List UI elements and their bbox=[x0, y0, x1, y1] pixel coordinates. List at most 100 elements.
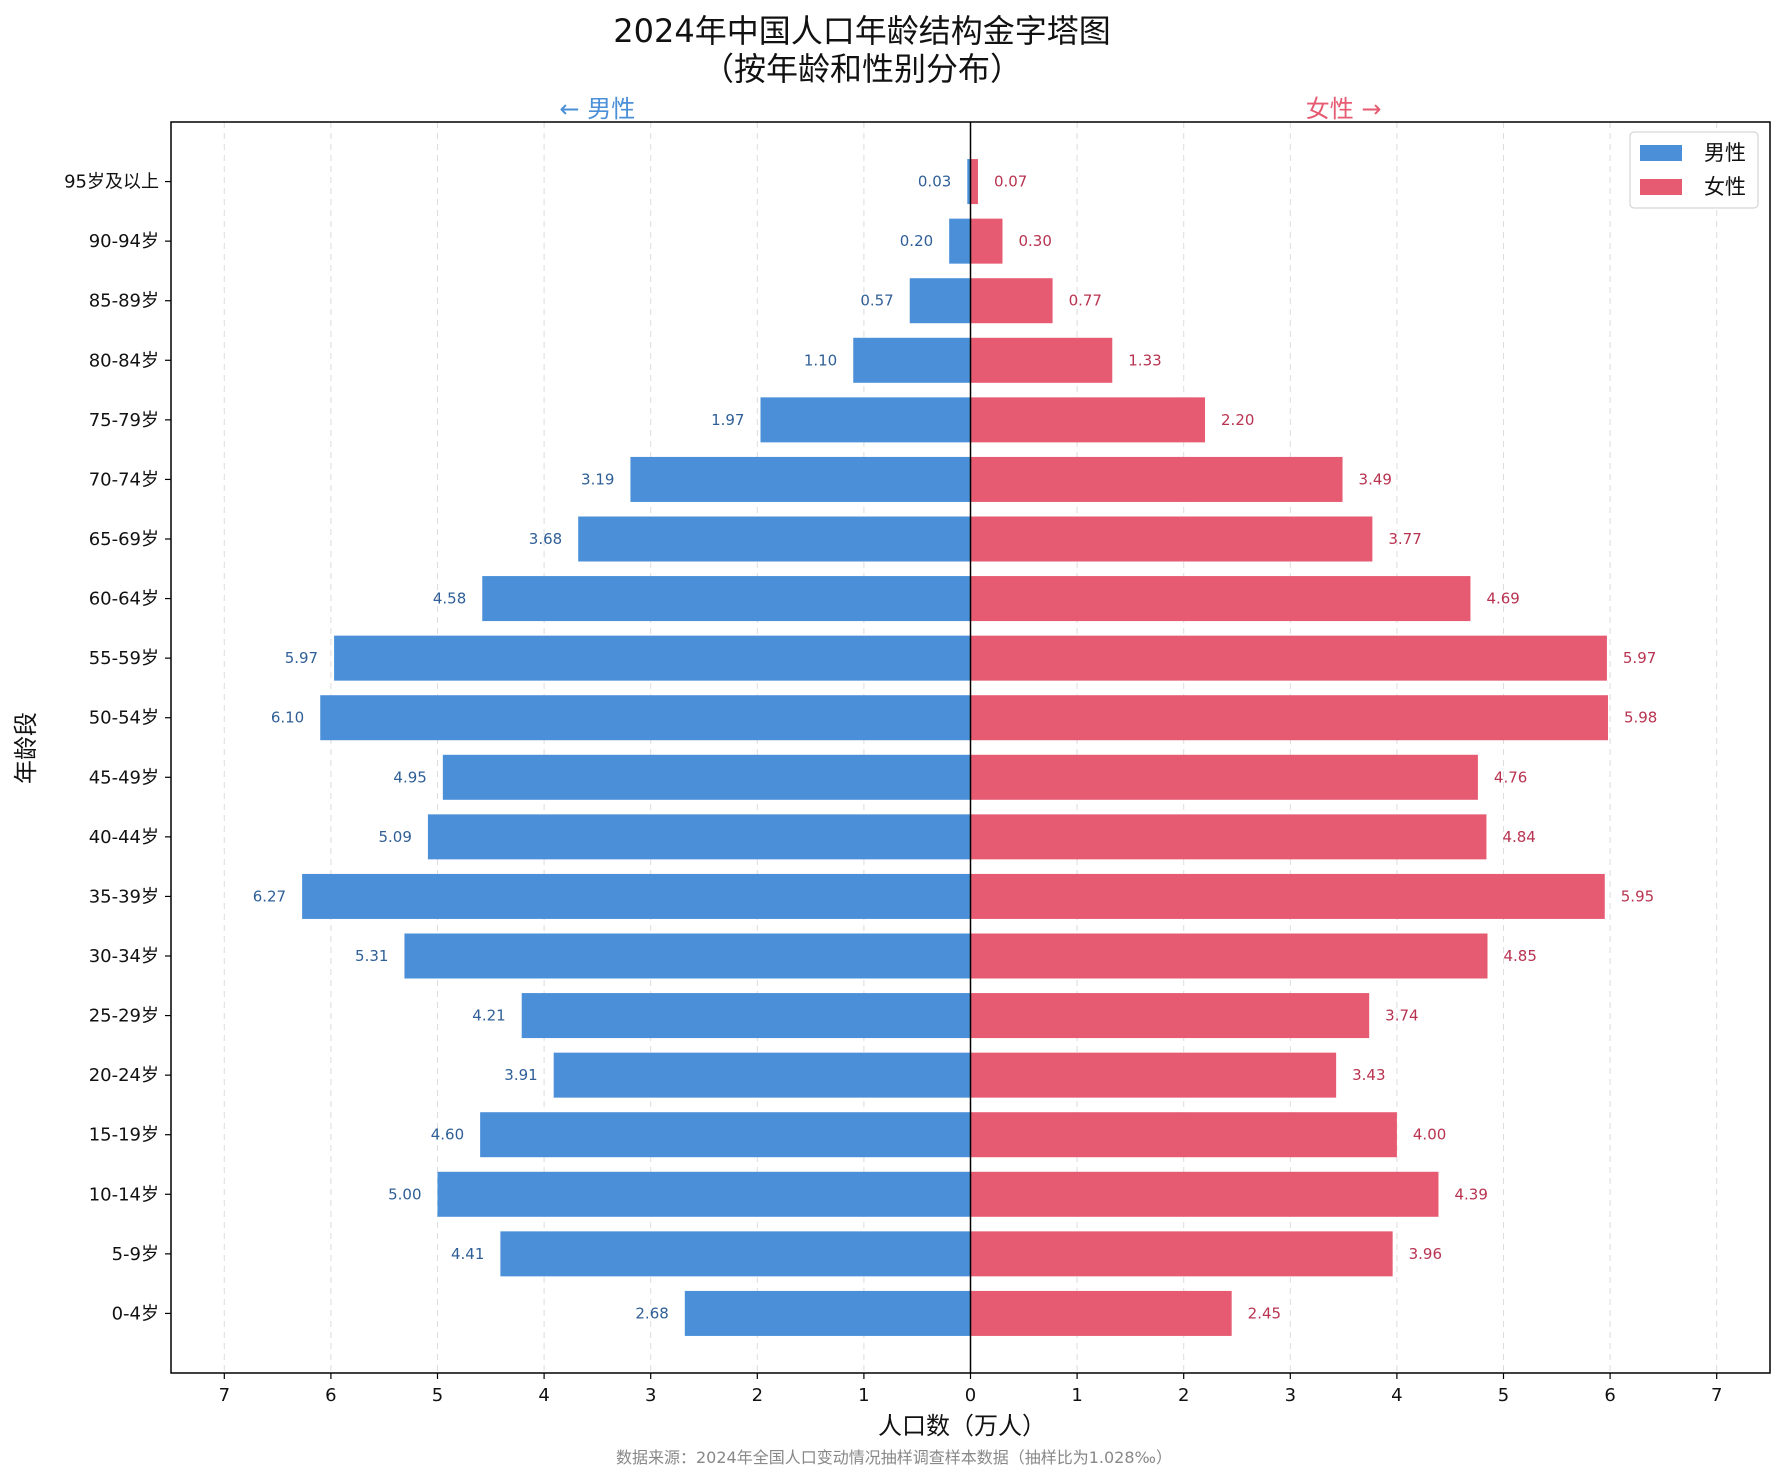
male-bar bbox=[521, 993, 971, 1039]
male-value-label: 1.10 bbox=[804, 351, 837, 369]
female-bar bbox=[970, 873, 1605, 919]
y-tick-label: 80-84岁 bbox=[89, 350, 159, 371]
female-value-label: 3.43 bbox=[1352, 1066, 1385, 1084]
legend-label: 男性 bbox=[1704, 141, 1746, 165]
male-bar bbox=[302, 873, 971, 919]
female-value-label: 2.45 bbox=[1248, 1304, 1281, 1322]
x-tick-label: 2 bbox=[1178, 1385, 1189, 1406]
female-bar bbox=[970, 397, 1206, 443]
female-bar bbox=[970, 814, 1487, 860]
y-tick-label: 65-69岁 bbox=[89, 529, 159, 550]
male-value-label: 4.95 bbox=[393, 768, 426, 786]
male-bar bbox=[482, 576, 971, 622]
female-bar bbox=[970, 159, 978, 205]
female-value-label: 5.95 bbox=[1621, 887, 1654, 905]
female-value-label: 0.30 bbox=[1018, 232, 1051, 250]
male-value-label: 4.58 bbox=[433, 590, 466, 608]
female-value-label: 4.85 bbox=[1504, 947, 1537, 965]
x-tick-label: 2 bbox=[752, 1385, 763, 1406]
male-value-label: 3.68 bbox=[529, 530, 562, 548]
male-value-label: 5.09 bbox=[378, 828, 411, 846]
x-tick-label: 6 bbox=[325, 1385, 336, 1406]
y-tick-label: 50-54岁 bbox=[89, 708, 159, 729]
female-value-label: 2.20 bbox=[1221, 411, 1254, 429]
y-axis-label: 年龄段 bbox=[12, 712, 40, 784]
y-tick-label: 90-94岁 bbox=[89, 231, 159, 252]
male-bar bbox=[442, 754, 971, 800]
male-bar bbox=[500, 1231, 971, 1277]
female-bar bbox=[970, 516, 1373, 562]
female-value-label: 0.07 bbox=[994, 173, 1027, 191]
x-tick-label: 5 bbox=[432, 1385, 443, 1406]
male-bar bbox=[909, 278, 971, 324]
female-bar bbox=[970, 635, 1607, 681]
male-value-label: 5.00 bbox=[388, 1185, 421, 1203]
legend-swatch bbox=[1640, 145, 1682, 161]
male-bar bbox=[967, 159, 971, 205]
y-tick-label: 5-9岁 bbox=[112, 1244, 159, 1265]
x-tick-label: 1 bbox=[1071, 1385, 1082, 1406]
male-value-label: 6.10 bbox=[271, 709, 304, 727]
male-bar bbox=[949, 218, 971, 264]
female-bar bbox=[970, 456, 1343, 502]
male-value-label: 6.27 bbox=[253, 887, 286, 905]
x-tick-label: 3 bbox=[645, 1385, 656, 1406]
female-value-label: 0.77 bbox=[1069, 292, 1102, 310]
female-bar bbox=[970, 337, 1113, 383]
y-tick-label: 35-39岁 bbox=[89, 886, 159, 907]
female-value-label: 4.84 bbox=[1502, 828, 1535, 846]
y-tick-label: 0-4岁 bbox=[112, 1303, 159, 1324]
x-tick-label: 5 bbox=[1498, 1385, 1509, 1406]
x-tick-label: 7 bbox=[1711, 1385, 1722, 1406]
y-tick-label: 20-24岁 bbox=[89, 1065, 159, 1086]
y-tick-label: 30-34岁 bbox=[89, 946, 159, 967]
male-value-label: 5.97 bbox=[285, 649, 318, 667]
male-bar bbox=[320, 695, 971, 741]
male-value-label: 3.19 bbox=[581, 470, 614, 488]
value-labels: 2.68 4.41 5.00 4.60 3.91 4.21 5.31 6.27 5.09 4.95… bbox=[253, 173, 1658, 1323]
female-value-label: 3.77 bbox=[1388, 530, 1421, 548]
male-value-label: 1.97 bbox=[711, 411, 744, 429]
legend-label: 女性 bbox=[1704, 175, 1746, 199]
chart-title-line1: 2024年中国人口年龄结构金字塔图 bbox=[613, 12, 1110, 50]
male-bar bbox=[437, 1171, 971, 1217]
legend-swatch bbox=[1640, 179, 1682, 195]
male-value-label: 5.31 bbox=[355, 947, 388, 965]
y-tick-label: 55-59岁 bbox=[89, 648, 159, 669]
female-value-label: 4.69 bbox=[1486, 590, 1519, 608]
female-bar bbox=[970, 754, 1478, 800]
y-tick-label: 95岁及以上 bbox=[64, 172, 159, 193]
female-value-label: 4.00 bbox=[1413, 1126, 1446, 1144]
male-value-label: 0.03 bbox=[918, 173, 951, 191]
male-value-label: 0.20 bbox=[900, 232, 933, 250]
male-bar bbox=[578, 516, 971, 562]
x-tick-label: 4 bbox=[1391, 1385, 1402, 1406]
female-bar bbox=[970, 278, 1053, 324]
y-tick-label: 70-74岁 bbox=[89, 469, 159, 490]
x-tick-label: 7 bbox=[219, 1385, 230, 1406]
x-tick-label: 4 bbox=[538, 1385, 549, 1406]
female-bar bbox=[970, 695, 1608, 741]
y-tick-label: 25-29岁 bbox=[89, 1006, 159, 1027]
male-bar bbox=[427, 814, 971, 860]
axes: 7 6 5 4 3 2 1 0 1 2 3 4 5 6 7 0-4岁 5-9岁 10-14岁 15-19岁 20-24… bbox=[64, 121, 1771, 1406]
female-bar bbox=[970, 1231, 1393, 1277]
female-bar bbox=[970, 1290, 1232, 1336]
female-bar bbox=[970, 576, 1471, 622]
female-bar bbox=[970, 1052, 1337, 1098]
y-tick-label: 85-89岁 bbox=[89, 291, 159, 312]
female-value-label: 4.39 bbox=[1454, 1185, 1487, 1203]
x-axis-label: 人口数（万人） bbox=[878, 1412, 1046, 1440]
female-bar bbox=[970, 993, 1370, 1039]
male-value-label: 2.68 bbox=[635, 1304, 668, 1322]
male-bar bbox=[853, 337, 971, 383]
x-tick-label: 3 bbox=[1285, 1385, 1296, 1406]
female-bar bbox=[970, 1171, 1439, 1217]
male-bar bbox=[404, 933, 971, 979]
male-value-label: 3.91 bbox=[504, 1066, 537, 1084]
female-value-label: 4.76 bbox=[1494, 768, 1527, 786]
female-value-label: 3.74 bbox=[1385, 1007, 1418, 1025]
y-tick-label: 75-79岁 bbox=[89, 410, 159, 431]
